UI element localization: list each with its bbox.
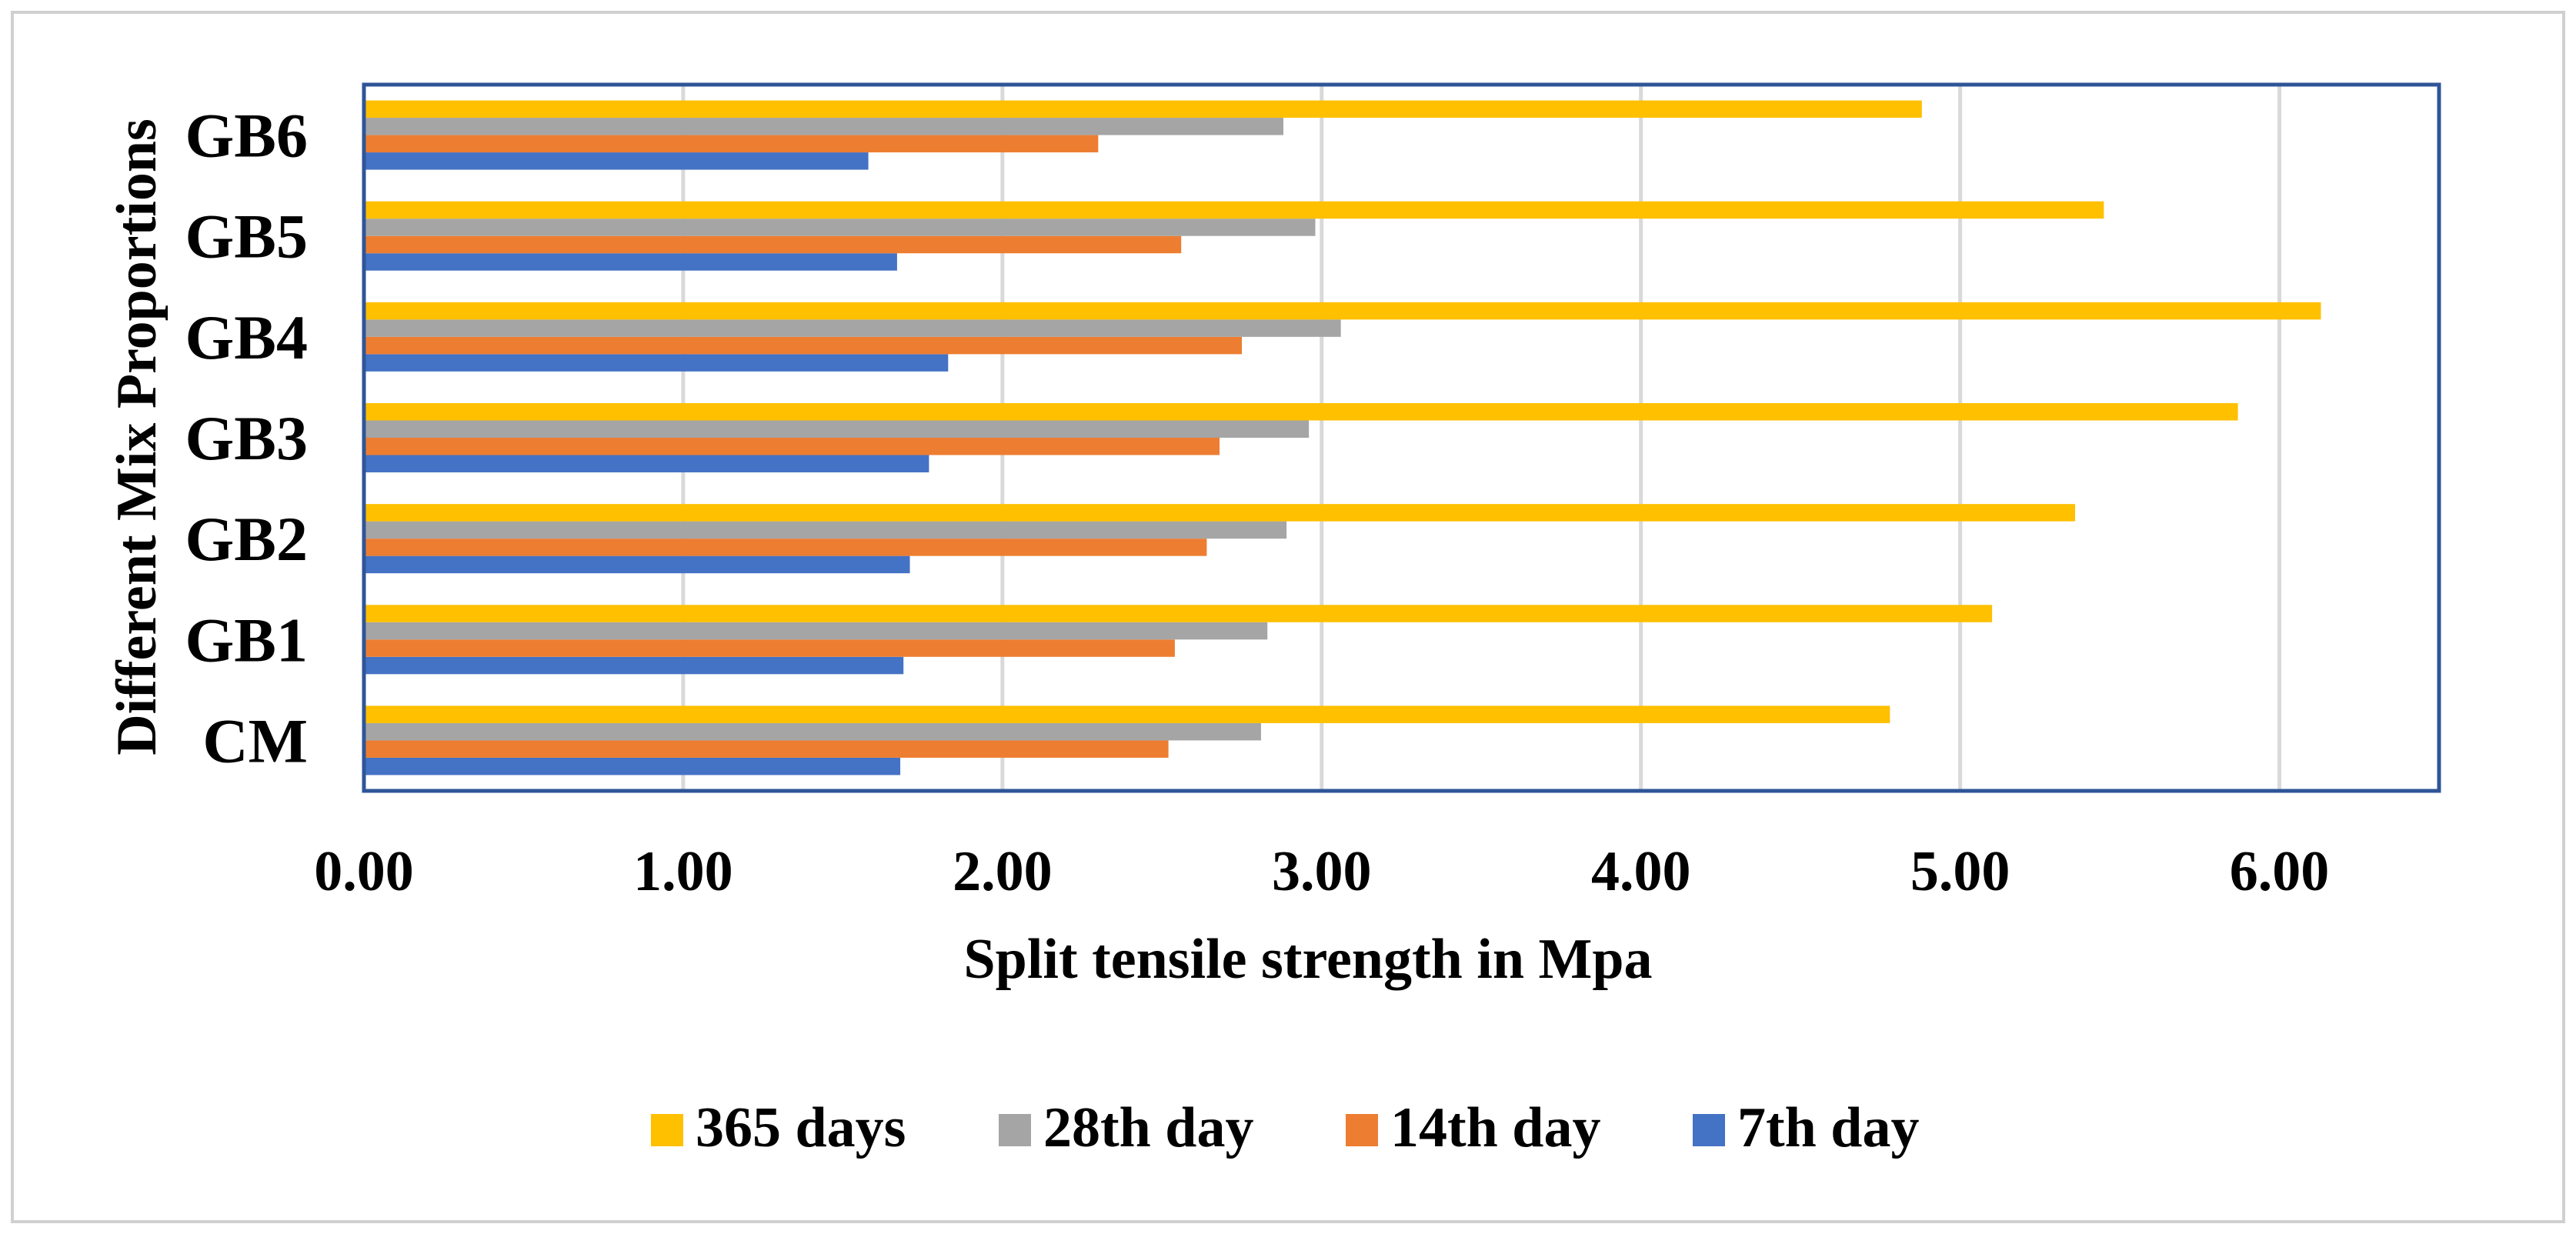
category-label: CM	[202, 705, 308, 775]
bar-gb4-28th-day	[364, 319, 1341, 337]
bar-gb4-7th-day	[364, 354, 949, 372]
bar-gb3-28th-day	[364, 420, 1310, 438]
bar-cm-14th-day	[364, 740, 1169, 758]
bar-gb3-14th-day	[364, 438, 1220, 455]
bar-gb2-14th-day	[364, 539, 1207, 556]
x-tick-label: 5.00	[1910, 840, 2010, 903]
bar-gb4-365-days	[364, 302, 2321, 320]
bar-gb3-365-days	[364, 403, 2238, 421]
category-label: GB4	[185, 302, 308, 372]
bar-gb6-28th-day	[364, 118, 1283, 135]
bar-gb3-7th-day	[364, 455, 929, 472]
legend-swatch	[1346, 1114, 1378, 1146]
plot-area-border	[362, 82, 2441, 793]
bar-cm-365-days	[364, 705, 1890, 723]
x-tick-label: 4.00	[1591, 840, 1691, 903]
category-label: GB1	[185, 605, 308, 675]
bar-gb2-7th-day	[364, 555, 910, 574]
bar-gb5-7th-day	[364, 253, 897, 271]
bar-gb1-7th-day	[364, 656, 904, 675]
legend-swatch	[999, 1114, 1031, 1146]
bar-gb2-28th-day	[364, 521, 1287, 539]
legend-label: 7th day	[1737, 1096, 1919, 1159]
bar-gb6-14th-day	[364, 135, 1099, 153]
legend-label: 14th day	[1390, 1096, 1600, 1159]
bar-gb4-14th-day	[364, 336, 1243, 355]
category-label: GB2	[185, 504, 308, 574]
bar-cm-28th-day	[364, 722, 1261, 741]
x-tick-label: 0.00	[314, 840, 414, 903]
bars	[364, 100, 2321, 775]
category-labels: CM GB1 GB2 GB3 GB4 GB5 GB6	[185, 101, 308, 776]
legend-label: 365 days	[696, 1096, 906, 1159]
legend-label: 28th day	[1043, 1096, 1253, 1159]
bar-gb5-28th-day	[364, 218, 1316, 236]
x-tick-labels: 0.00 1.00 2.00 3.00 4.00 5.00 6.00	[314, 840, 2329, 903]
legend: 365 days 28th day 14th day 7th day	[651, 1096, 1919, 1159]
bar-gb1-365-days	[364, 605, 1993, 622]
x-axis-title: Split tensile strength in Mpa	[964, 928, 1653, 991]
bar-gb2-365-days	[364, 504, 2075, 522]
bar-gb1-28th-day	[364, 622, 1268, 640]
x-tick-label: 6.00	[2230, 840, 2330, 903]
bar-gb6-365-days	[364, 100, 1922, 118]
x-tick-label: 1.00	[633, 840, 733, 903]
legend-swatch	[651, 1114, 683, 1146]
category-label: GB6	[185, 101, 308, 171]
category-label: GB3	[185, 403, 308, 473]
x-tick-label: 2.00	[953, 840, 1053, 903]
bar-gb5-365-days	[364, 201, 2104, 219]
bar-gb6-7th-day	[364, 152, 869, 170]
x-tick-label: 3.00	[1272, 840, 1372, 903]
bar-gb1-14th-day	[364, 639, 1175, 657]
y-axis-title: Different Mix Proportions	[105, 118, 169, 755]
category-label: GB5	[185, 202, 308, 272]
bar-gb5-14th-day	[364, 235, 1182, 254]
legend-swatch	[1693, 1114, 1725, 1146]
bar-cm-7th-day	[364, 757, 901, 775]
